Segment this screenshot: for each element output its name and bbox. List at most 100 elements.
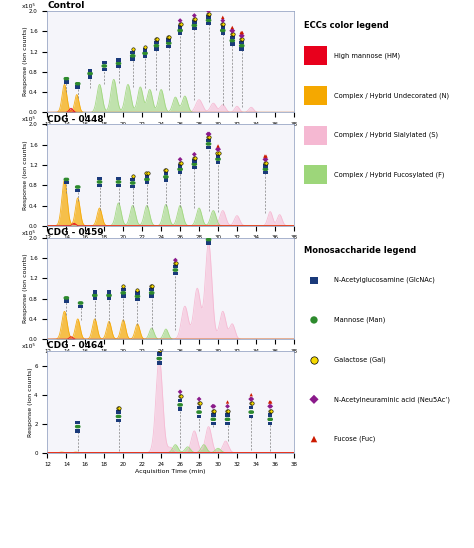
Point (141, 42, 149, 51)
Point (224, 419, 232, 428)
Point (148, 285, 156, 294)
Point (262, 155, 270, 164)
Point (149, 288, 156, 297)
Point (134, 295, 142, 304)
Point (155, 350, 163, 358)
Point (228, 39, 236, 48)
Point (73, 182, 81, 191)
Point (238, 41, 246, 50)
Point (114, 178, 121, 186)
Point (204, 9, 212, 18)
Point (176, 155, 184, 164)
Point (128, 179, 136, 187)
Text: x10⁵: x10⁵ (21, 117, 36, 122)
Point (215, 148, 222, 157)
Point (190, 14, 198, 23)
Point (238, 44, 246, 53)
Point (173, 266, 180, 275)
Point (310, 435, 318, 443)
Point (172, 266, 179, 275)
Point (210, 406, 218, 415)
Point (177, 401, 185, 409)
Point (153, 38, 161, 47)
Point (104, 291, 112, 300)
Point (77, 299, 84, 307)
Point (133, 289, 141, 298)
Point (86, 69, 94, 78)
Point (204, 238, 212, 247)
Point (263, 165, 270, 174)
Point (64, 74, 71, 83)
Point (261, 165, 268, 174)
Point (205, 238, 213, 247)
Point (196, 412, 203, 421)
Point (114, 416, 122, 425)
Point (214, 158, 221, 167)
Point (135, 292, 142, 301)
Point (177, 158, 184, 167)
Point (162, 173, 170, 181)
Point (262, 158, 270, 167)
Point (214, 148, 221, 157)
Point (156, 358, 164, 367)
Point (96, 174, 104, 183)
Point (223, 419, 231, 428)
Point (247, 403, 255, 412)
Point (209, 406, 217, 415)
Point (141, 45, 148, 54)
Point (191, 21, 198, 30)
Point (91, 291, 99, 300)
Text: High mannose (HM): High mannose (HM) (334, 53, 400, 59)
Point (129, 45, 137, 54)
Point (190, 18, 198, 26)
Point (214, 155, 222, 163)
Point (129, 48, 137, 57)
Point (191, 18, 199, 26)
Text: Control: Control (47, 1, 85, 10)
Point (91, 288, 99, 296)
Point (85, 69, 93, 78)
Point (213, 155, 221, 163)
Point (224, 402, 231, 410)
Point (246, 408, 254, 416)
Point (248, 408, 256, 416)
Point (219, 16, 227, 25)
Point (228, 30, 236, 38)
FancyBboxPatch shape (304, 47, 327, 65)
Point (176, 168, 183, 177)
Point (142, 45, 149, 54)
Point (176, 396, 183, 405)
Point (142, 52, 149, 61)
Y-axis label: Response (ion counts): Response (ion counts) (23, 27, 27, 96)
Point (140, 49, 148, 58)
Point (120, 288, 128, 297)
Point (215, 158, 222, 167)
Point (105, 291, 113, 300)
Point (90, 291, 98, 300)
Point (163, 169, 170, 178)
Point (204, 140, 211, 149)
X-axis label: Acquisition Time (min): Acquisition Time (min) (136, 128, 206, 134)
X-axis label: Acquisition Time (min): Acquisition Time (min) (136, 242, 206, 247)
Point (266, 398, 273, 407)
Point (62, 175, 69, 184)
Text: Complex / Hybrid Undecorated (N): Complex / Hybrid Undecorated (N) (334, 92, 449, 99)
Point (115, 174, 123, 183)
Point (237, 44, 245, 53)
Point (153, 41, 160, 50)
Point (74, 418, 82, 426)
Point (116, 412, 123, 421)
Point (114, 403, 122, 412)
Point (106, 291, 114, 300)
Point (205, 232, 213, 241)
Point (144, 172, 151, 180)
Text: x10⁵: x10⁵ (21, 4, 36, 9)
Point (73, 426, 81, 435)
Point (114, 412, 121, 421)
Point (196, 403, 203, 412)
Point (238, 28, 246, 37)
Point (62, 294, 69, 302)
Point (163, 166, 170, 175)
FancyBboxPatch shape (304, 125, 327, 145)
Point (96, 178, 103, 186)
